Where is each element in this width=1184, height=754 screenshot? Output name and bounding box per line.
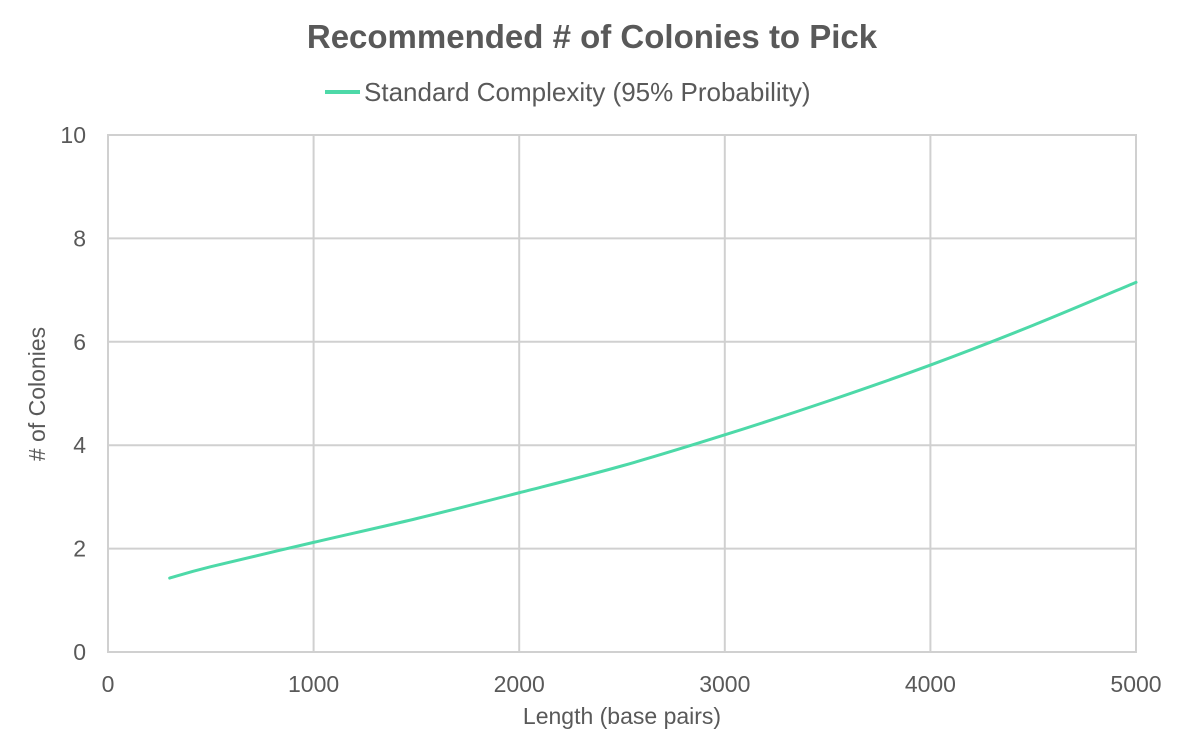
chart-title: Recommended # of Colonies to Pick (307, 18, 878, 55)
series-line-0 (168, 280, 1138, 580)
plot-area-border (107, 134, 1137, 653)
x-tick-label: 1000 (288, 671, 339, 697)
y-tick-label: 8 (73, 225, 86, 251)
x-tick-label: 5000 (1110, 671, 1161, 697)
y-tick-label: 2 (73, 536, 86, 562)
legend-label: Standard Complexity (95% Probability) (364, 77, 811, 107)
x-tick-label: 0 (102, 671, 115, 697)
series-group (168, 280, 1138, 580)
y-axis-label: # of Colonies (24, 327, 50, 461)
y-axis-ticks: 0 2 4 6 8 10 (60, 122, 86, 665)
x-tick-label: 3000 (699, 671, 750, 697)
x-axis-label: Length (base pairs) (523, 703, 721, 729)
y-tick-label: 4 (73, 432, 86, 458)
y-tick-label: 10 (60, 122, 86, 148)
y-tick-label: 0 (73, 639, 86, 665)
legend: Standard Complexity (95% Probability) (325, 77, 811, 107)
gridlines (107, 134, 1137, 653)
x-axis-ticks: 0 1000 2000 3000 4000 5000 (102, 671, 1162, 697)
x-tick-label: 4000 (905, 671, 956, 697)
x-tick-label: 2000 (494, 671, 545, 697)
y-tick-label: 6 (73, 329, 86, 355)
